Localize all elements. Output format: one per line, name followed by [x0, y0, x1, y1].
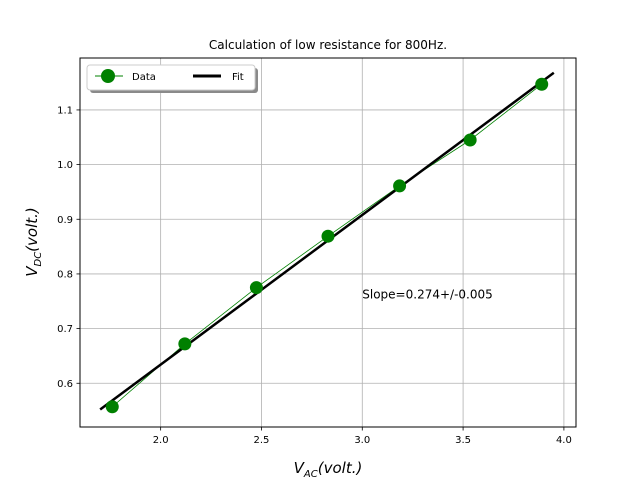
- y-tick-label: 0.6: [57, 379, 73, 390]
- data-point: [393, 179, 407, 193]
- legend-fit-label: Fit: [232, 72, 244, 83]
- slope-annotation: Slope=0.274+/-0.005: [362, 288, 492, 302]
- legend-box: [86, 64, 256, 91]
- data-point: [249, 281, 263, 295]
- legend-data-marker: [101, 69, 115, 83]
- y-tick-label: 0.7: [57, 324, 73, 335]
- data-point: [535, 77, 549, 91]
- legend: Data Fit: [86, 64, 258, 93]
- x-tick-label: 2.5: [254, 435, 270, 446]
- x-tick-label: 3.5: [455, 435, 471, 446]
- x-axis: 2.0 2.5 3.0 3.5 4.0: [153, 427, 572, 446]
- plot-frame: [79, 57, 577, 428]
- y-tick-label: 1.0: [57, 160, 73, 171]
- grid: [80, 58, 576, 427]
- x-axis-label: VAC(volt.): [294, 459, 363, 480]
- x-tick-label: 3.0: [354, 435, 370, 446]
- x-tick-label: 4.0: [556, 435, 572, 446]
- y-axis: 0.6 0.7 0.8 0.9 1.0 1.1: [57, 105, 80, 390]
- y-tick-label: 0.8: [57, 269, 73, 280]
- data-point: [105, 400, 119, 414]
- data-point: [321, 229, 335, 243]
- plot-area: [99, 71, 555, 414]
- y-axis-label: VDC(volt.): [23, 207, 44, 277]
- data-point: [178, 337, 192, 351]
- legend-data-label: Data: [132, 72, 156, 83]
- x-tick-label: 2.0: [153, 435, 169, 446]
- y-tick-label: 0.9: [57, 215, 73, 226]
- y-tick-label: 1.1: [57, 105, 73, 116]
- data-point: [463, 133, 477, 147]
- chart-title: Calculation of low resistance for 800Hz.: [209, 38, 447, 52]
